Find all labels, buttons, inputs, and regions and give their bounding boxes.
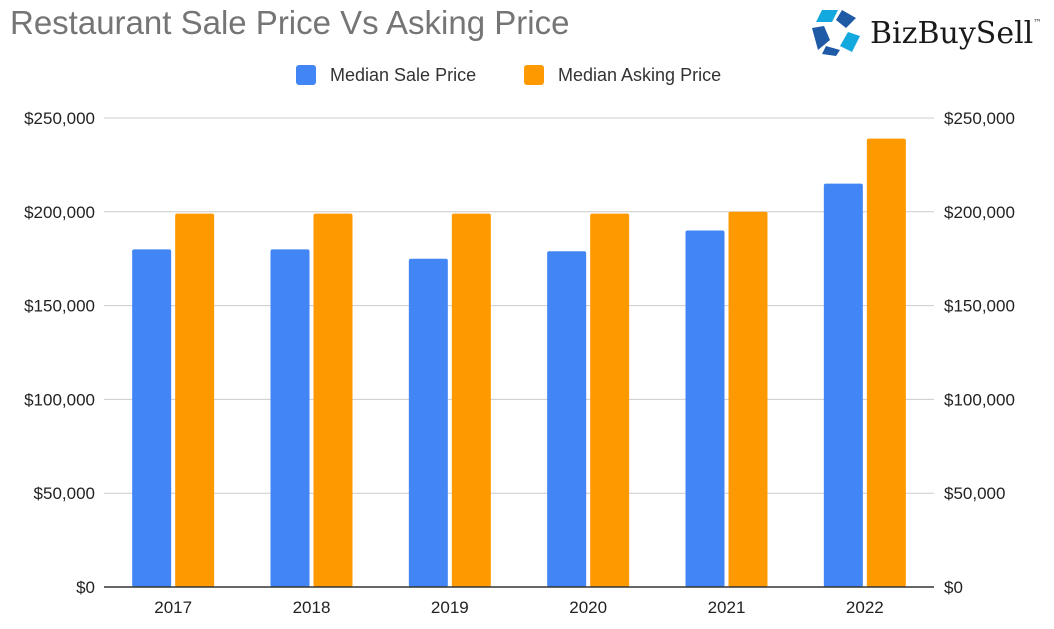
bar-asking-2019 (451, 213, 491, 587)
bar-asking-2021 (728, 211, 768, 588)
bar-asking-2017 (175, 213, 215, 587)
bar-sale-2020 (547, 251, 587, 588)
y-tick-label-right: $250,000 (944, 109, 1015, 128)
legend-item-asking: Median Asking Price (524, 62, 721, 88)
bar-asking-2022 (866, 138, 906, 588)
bar-sale-2018 (270, 249, 310, 587)
x-tick-label: 2021 (708, 598, 746, 617)
y-tick-label-right: $150,000 (944, 297, 1015, 316)
y-tick-label-right: $0 (944, 578, 963, 597)
chart-title: Restaurant Sale Price Vs Asking Price (10, 4, 570, 41)
y-tick-label-right: $100,000 (944, 390, 1015, 409)
x-tick-label: 2017 (154, 598, 192, 617)
y-tick-label-right: $200,000 (944, 203, 1015, 222)
y-tick-label-left: $50,000 (34, 484, 95, 503)
x-tick-label: 2022 (846, 598, 884, 617)
bar-sale-2019 (408, 258, 448, 587)
bar-asking-2020 (590, 213, 630, 587)
x-tick-label: 2019 (431, 598, 469, 617)
y-tick-label-left: $250,000 (24, 109, 95, 128)
bizbuysell-logo: BizBuySell™ (808, 6, 1048, 56)
legend: Median Sale Price Median Asking Price (0, 62, 1054, 88)
legend-swatch-sale (296, 65, 316, 85)
legend-swatch-asking (524, 65, 544, 85)
bar-sale-2017 (132, 249, 172, 587)
brand-name: BizBuySell™ (870, 16, 1042, 51)
star-mark-icon (812, 10, 860, 56)
legend-label-asking: Median Asking Price (558, 64, 722, 85)
y-tick-label-left: $0 (76, 578, 95, 597)
bar-asking-2018 (313, 213, 353, 587)
bar-sale-2021 (685, 230, 725, 587)
bar-sale-2022 (823, 183, 863, 587)
y-tick-label-right: $50,000 (944, 484, 1005, 503)
x-tick-label: 2020 (569, 598, 607, 617)
y-tick-label-left: $150,000 (24, 297, 95, 316)
legend-label-sale: Median Sale Price (330, 64, 477, 85)
x-tick-label: 2018 (293, 598, 331, 617)
legend-item-sale: Median Sale Price (296, 62, 476, 88)
y-tick-label-left: $200,000 (24, 203, 95, 222)
y-tick-label-left: $100,000 (24, 390, 95, 409)
